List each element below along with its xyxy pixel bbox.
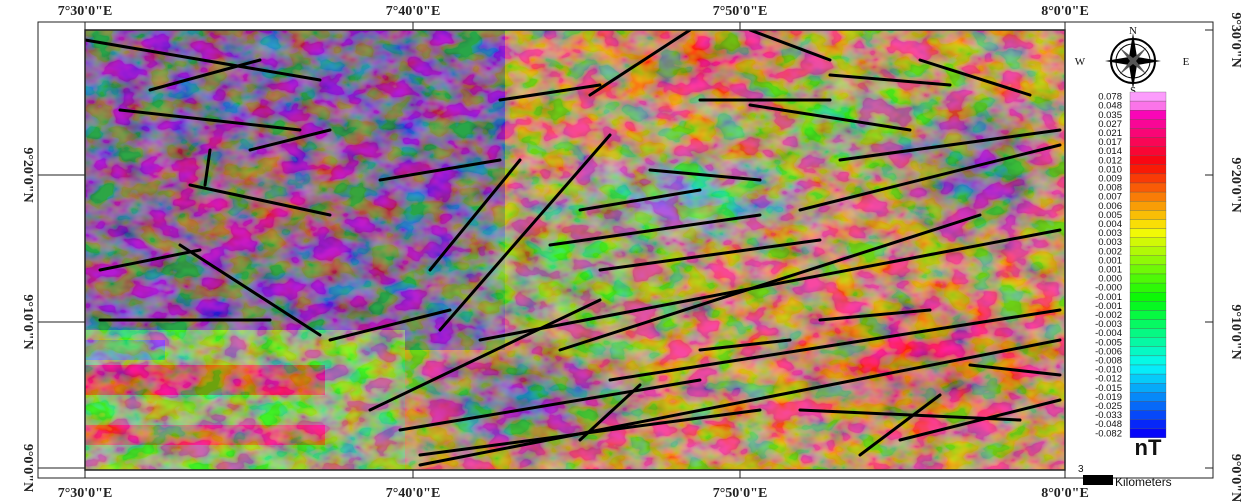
legend-swatch [1130, 174, 1166, 183]
legend-swatch [1130, 292, 1166, 301]
legend-swatch [1130, 138, 1166, 147]
legend-swatch [1130, 147, 1166, 156]
left-coordinate: 9°0'0"N [20, 444, 35, 492]
legend-swatch [1130, 420, 1166, 429]
legend-swatch [1130, 247, 1166, 256]
legend-swatch [1130, 374, 1166, 383]
top-coordinate: 7°40'0"E [386, 4, 441, 19]
top-coordinate: 7°30'0"E [58, 4, 113, 19]
bottom-coordinate: 7°40'0"E [386, 486, 441, 501]
legend-swatch [1130, 156, 1166, 165]
legend-swatch [1130, 119, 1166, 128]
top-coordinate: 8°0'0"E [1041, 4, 1089, 19]
compass-east: E [1183, 56, 1190, 68]
legend-swatch [1130, 310, 1166, 319]
legend-swatch [1130, 229, 1166, 238]
right-coordinate: 9°20'0"N [1228, 157, 1243, 212]
scale-bar [1083, 475, 1113, 485]
bottom-coordinate: 8°0'0"E [1041, 486, 1089, 501]
bottom-coordinate: 7°30'0"E [58, 486, 113, 501]
legend-swatch [1130, 128, 1166, 137]
legend-swatch [1130, 347, 1166, 356]
compass-north: N [1129, 25, 1137, 37]
legend-swatch [1130, 429, 1166, 438]
legend-swatch [1130, 192, 1166, 201]
legend-swatch [1130, 265, 1166, 274]
left-coordinate: 9°10'0"N [20, 294, 35, 349]
scale-unit: Kilometers [1115, 475, 1172, 489]
legend-swatch [1130, 110, 1166, 119]
legend-swatch [1130, 365, 1166, 374]
legend-swatch [1130, 383, 1166, 392]
legend-swatch [1130, 274, 1166, 283]
legend-swatch [1130, 320, 1166, 329]
legend-swatch [1130, 338, 1166, 347]
compass [1105, 33, 1161, 89]
legend-swatch [1130, 183, 1166, 192]
legend-swatch [1130, 356, 1166, 365]
bottom-coordinate: 7°50'0"E [713, 486, 768, 501]
legend-swatch [1130, 238, 1166, 247]
right-coordinate: 9°30'0"N [1228, 12, 1243, 67]
legend-swatch [1130, 411, 1166, 420]
left-coordinate: 9°20'0"N [20, 147, 35, 202]
legend-swatch [1130, 401, 1166, 410]
scale-value: 3 [1078, 464, 1084, 475]
legend-swatch [1130, 92, 1166, 101]
legend-swatch [1130, 101, 1166, 110]
legend-swatch [1130, 210, 1166, 219]
legend-swatch [1130, 329, 1166, 338]
top-coordinate: 7°50'0"E [713, 4, 768, 19]
magnetic-map [85, 20, 1080, 470]
compass-west: W [1075, 56, 1086, 68]
legend-swatch [1130, 165, 1166, 174]
legend-swatch [1130, 301, 1166, 310]
legend-swatch [1130, 201, 1166, 210]
legend-swatch [1130, 256, 1166, 265]
legend-swatch [1130, 283, 1166, 292]
right-coordinate: 9°10'0"N [1228, 304, 1243, 359]
map-figure: N S E W nT 3 Kilometers 7°30'0"E7°40'0"E… [0, 0, 1252, 503]
legend-label: -0.082 [1095, 428, 1122, 439]
right-coordinate: 9°0'0"N [1228, 454, 1243, 502]
legend-unit: nT [1135, 435, 1162, 460]
legend-swatch [1130, 392, 1166, 401]
legend-swatch [1130, 219, 1166, 228]
